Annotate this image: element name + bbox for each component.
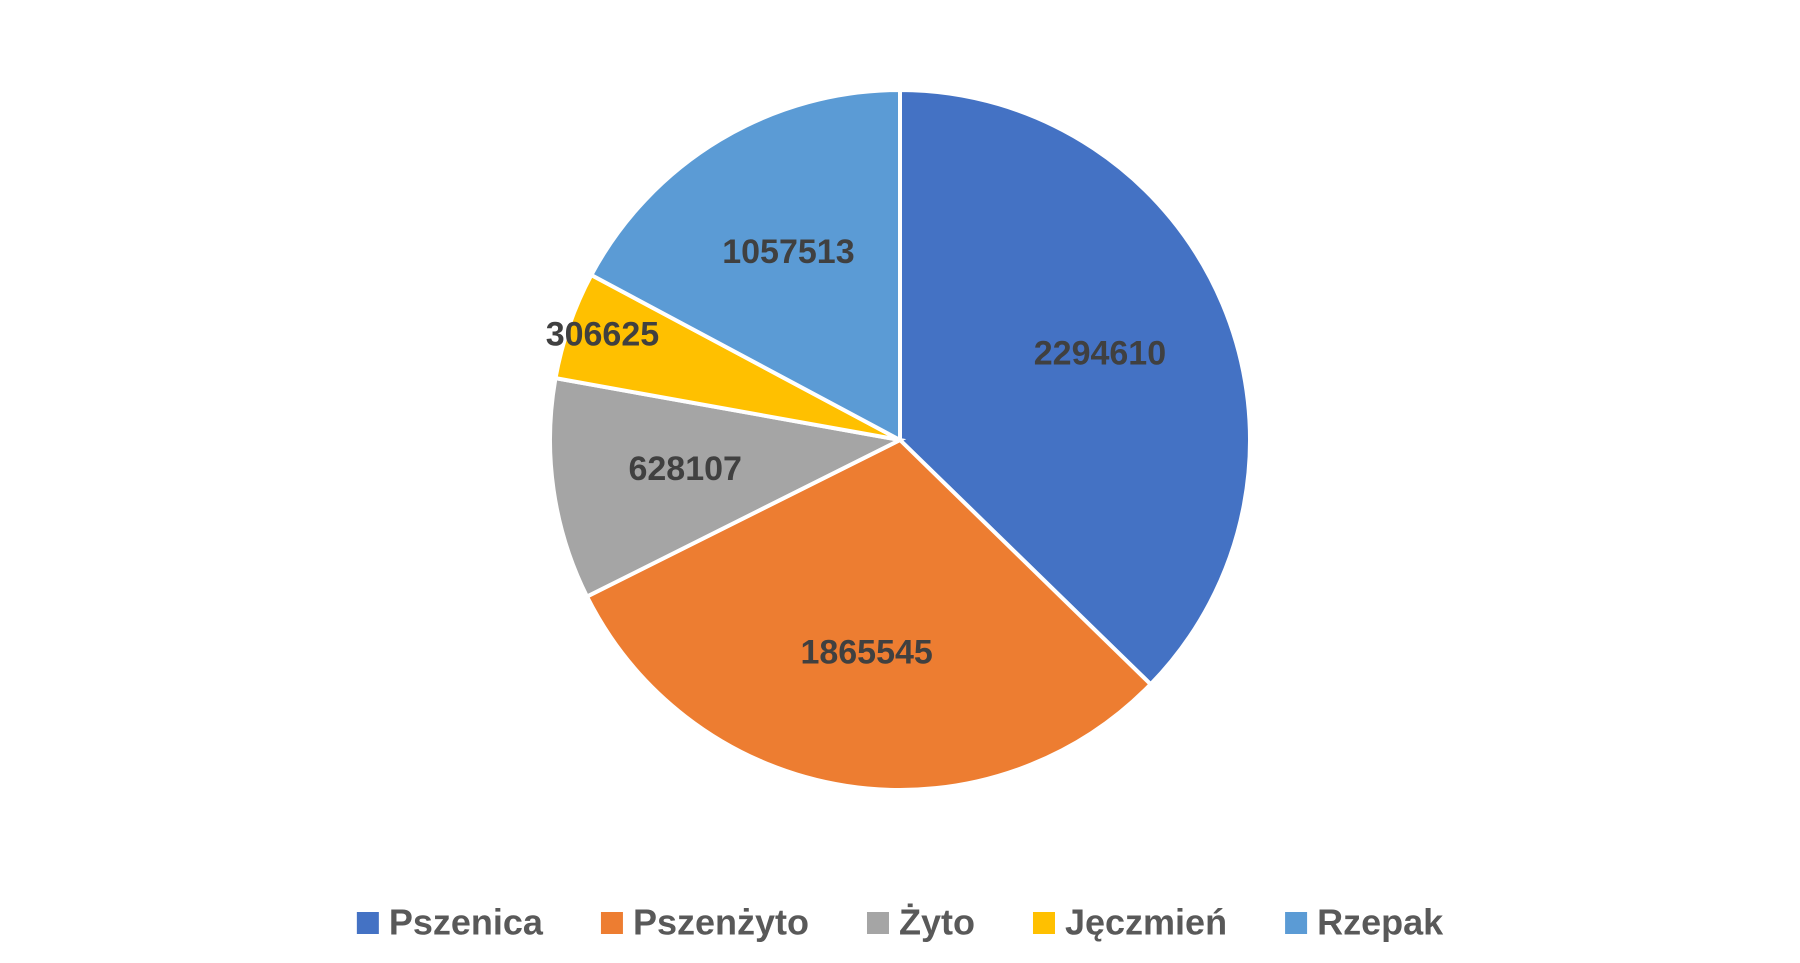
- data-label: 2294610: [1034, 335, 1166, 373]
- legend-label: Rzepak: [1317, 902, 1444, 943]
- legend-swatch: [1285, 912, 1308, 934]
- data-label: 628107: [628, 450, 741, 488]
- data-label: 306625: [546, 316, 659, 354]
- legend-swatch: [866, 912, 889, 934]
- legend-label: Jęczmień: [1065, 902, 1227, 943]
- data-label: 1057513: [722, 233, 854, 271]
- legend-label: Pszenica: [389, 902, 544, 943]
- pie-slice: [588, 87, 902, 444]
- legend-swatch: [600, 912, 623, 934]
- data-label: 1865545: [800, 633, 932, 671]
- legend-swatch: [356, 912, 379, 934]
- legend-swatch: [1032, 912, 1055, 934]
- legend-label: Żyto: [899, 902, 975, 943]
- pie-slice: [548, 375, 907, 600]
- pie-slice: [898, 87, 1252, 688]
- legend-label: Pszenżyto: [633, 902, 809, 943]
